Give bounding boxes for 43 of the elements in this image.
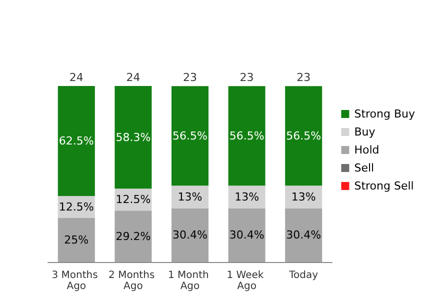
x-tick-label: Today xyxy=(288,270,318,281)
text: 23 xyxy=(240,71,254,84)
bar xyxy=(114,86,152,189)
bar xyxy=(228,208,266,262)
data-label: 30.4% xyxy=(172,228,208,242)
bar xyxy=(228,186,266,208)
bar xyxy=(58,86,95,196)
bar xyxy=(172,208,208,262)
legend-label: Strong Buy xyxy=(354,108,416,120)
bar xyxy=(58,218,95,262)
data-label: 12.5% xyxy=(116,193,151,206)
data-label: 56.5% xyxy=(229,129,264,142)
text: 23 xyxy=(183,71,197,84)
bar xyxy=(114,210,152,262)
bar xyxy=(285,86,322,186)
data-label: 13% xyxy=(178,190,202,204)
data-label: 12.5% xyxy=(58,200,94,214)
x-tick-label: 2 Months Ago xyxy=(108,270,158,292)
legend-label: Buy xyxy=(354,126,376,138)
x-tick-label: 3 Months Ago xyxy=(52,270,102,292)
data-label: 30.4% xyxy=(286,228,322,242)
bar xyxy=(172,86,208,186)
text: 23 xyxy=(296,71,311,84)
legend-label: Strong Sell xyxy=(354,180,414,192)
text: 24 xyxy=(69,71,84,84)
data-label: 29.2% xyxy=(116,230,151,243)
text: 24 xyxy=(126,71,140,84)
data-label: 56.5% xyxy=(172,129,208,142)
data-label: 30.4% xyxy=(229,228,264,242)
data-label: 13% xyxy=(291,190,316,204)
bar xyxy=(172,186,208,208)
data-label: 56.5% xyxy=(286,129,322,142)
bar xyxy=(285,208,322,262)
x-tick-label: 1 Month Ago xyxy=(168,270,212,292)
data-label: 25% xyxy=(64,234,89,246)
legend-label: Sell xyxy=(354,162,374,174)
data-label: 62.5% xyxy=(58,134,94,148)
data-label: 58.3% xyxy=(116,130,151,144)
data-label: 13% xyxy=(234,190,260,204)
bar xyxy=(285,186,322,208)
x-tick-label: 1 Week Ago xyxy=(226,270,267,292)
legend-label: Hold xyxy=(354,144,380,156)
bar xyxy=(228,86,266,186)
